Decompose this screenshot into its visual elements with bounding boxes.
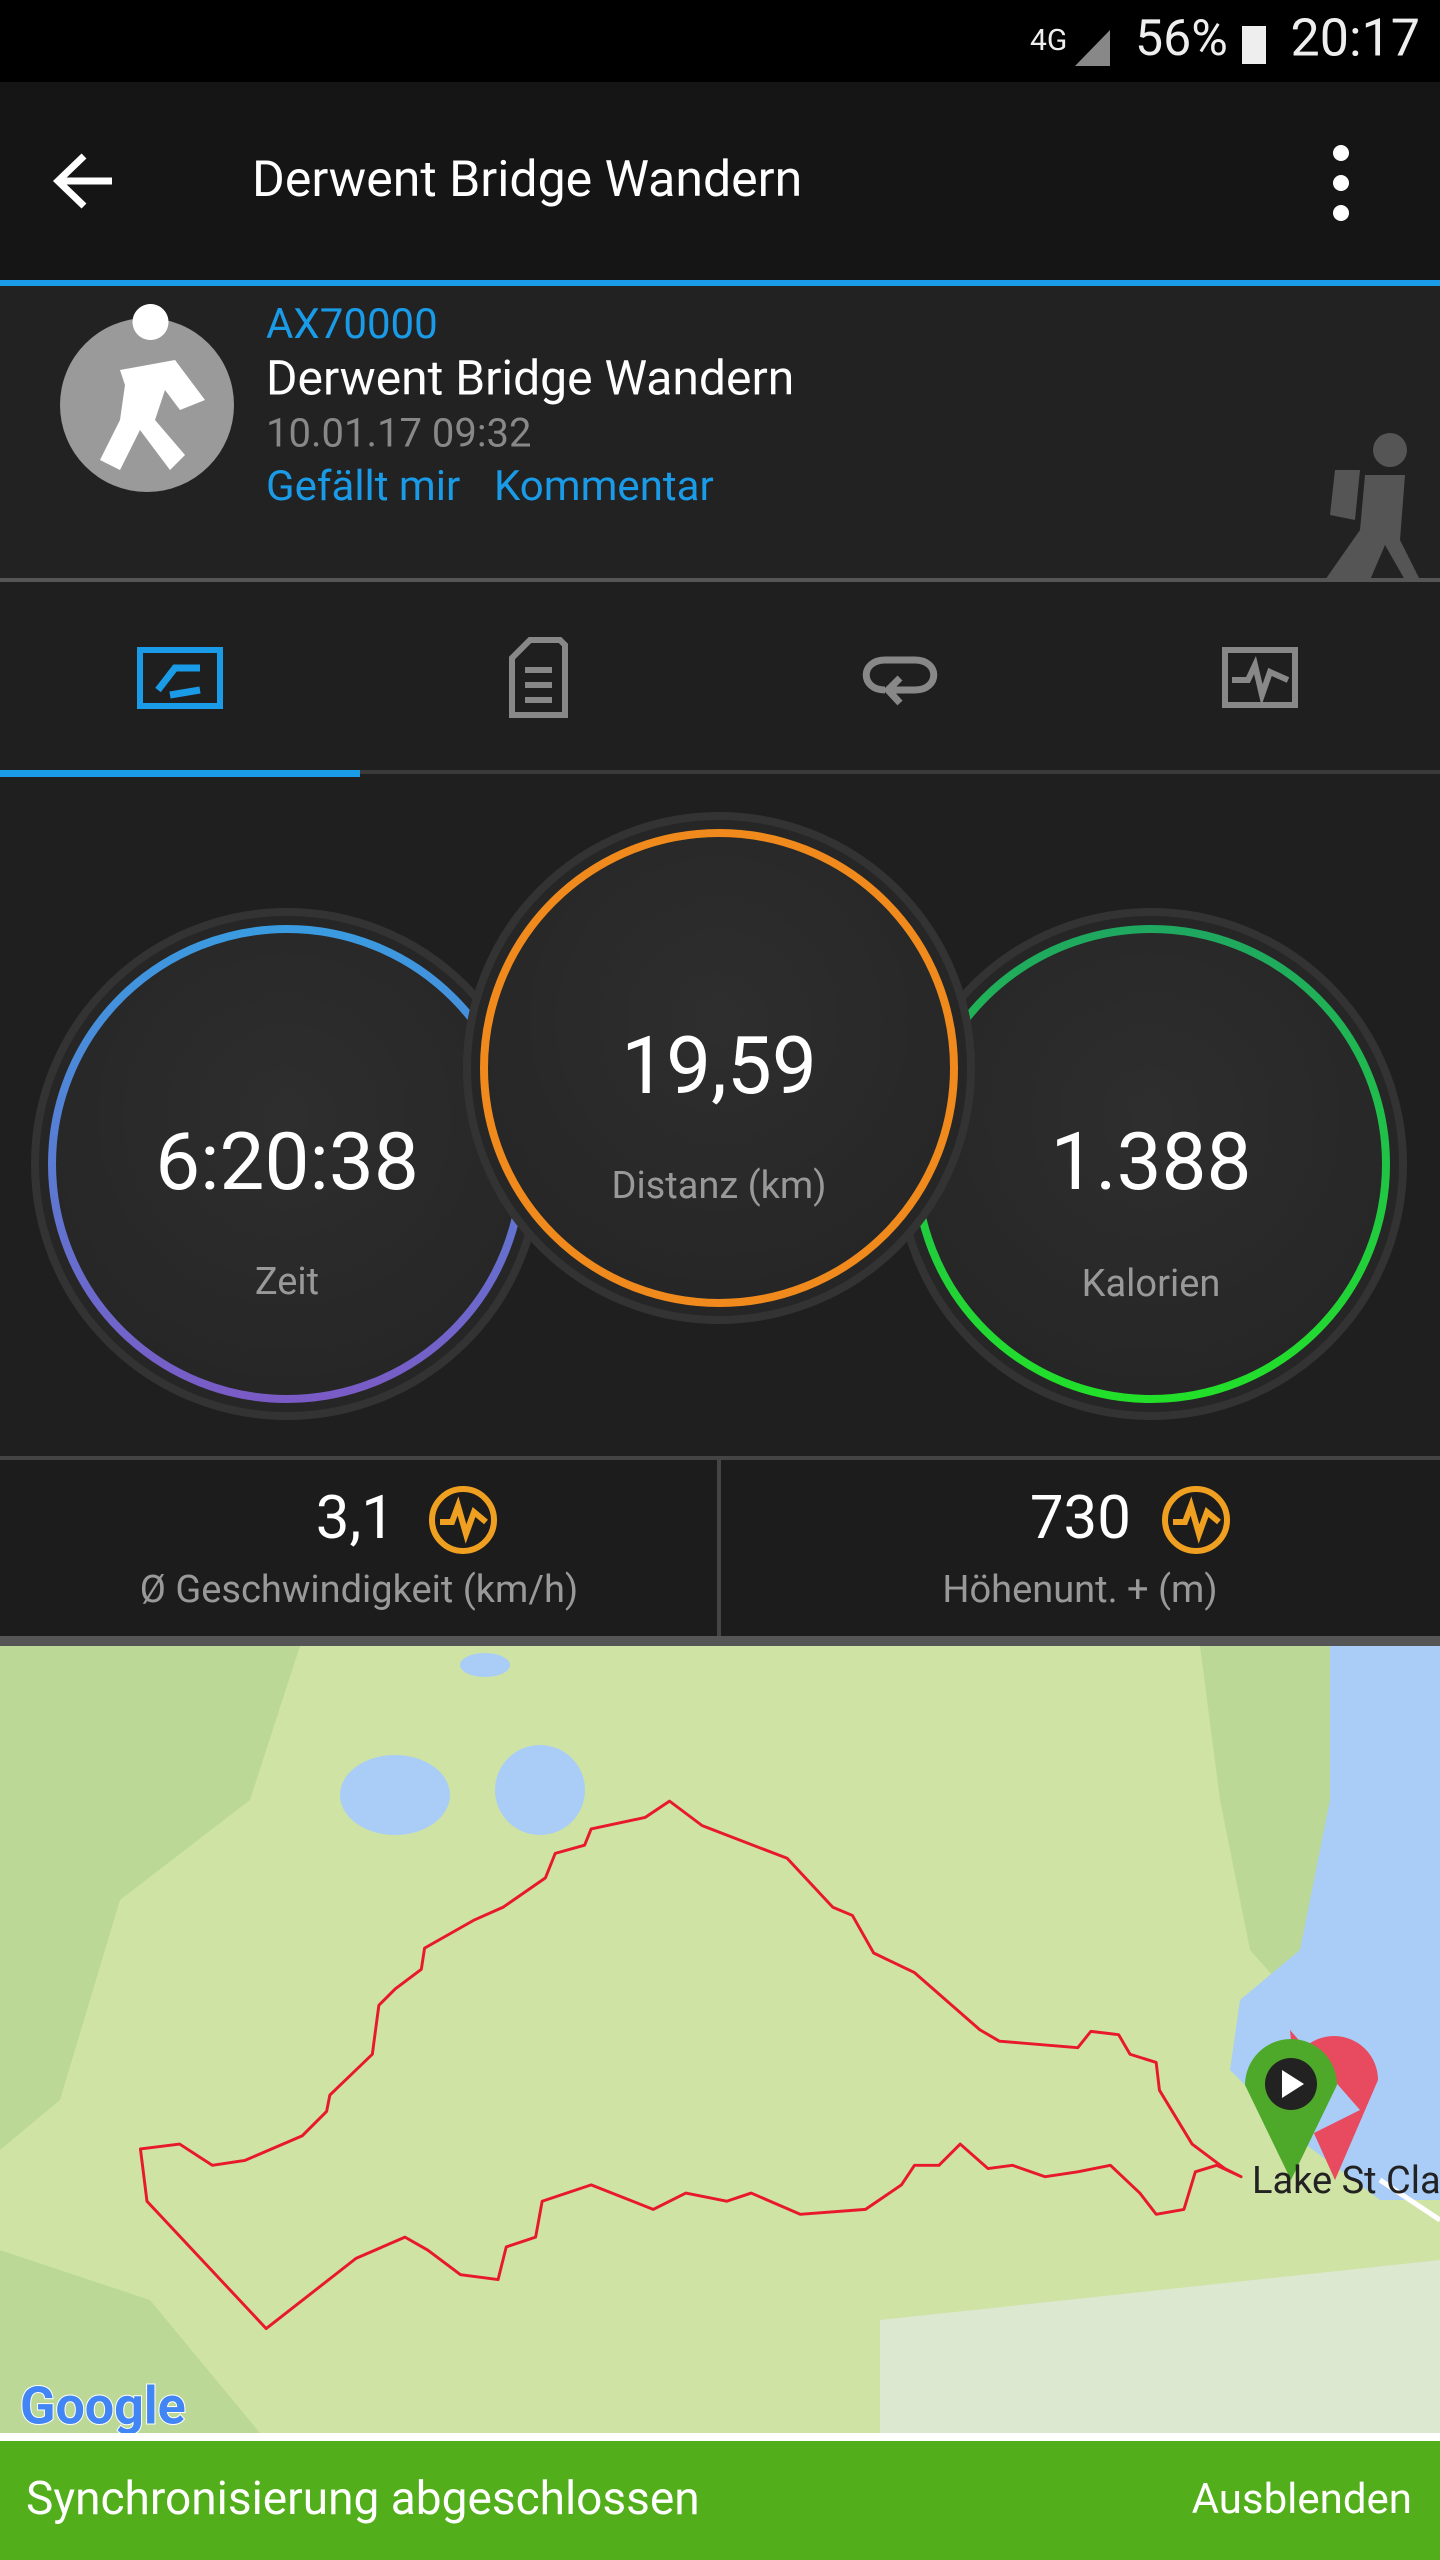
map-place-label: Lake St Cla <box>1252 2159 1440 2203</box>
status-bar <box>0 0 1440 82</box>
avatar-figure <box>100 304 205 470</box>
tab-details[interactable] <box>509 637 568 718</box>
tab-bar <box>0 582 1440 774</box>
stat-label: Zeit <box>255 1260 319 1304</box>
toolbar <box>0 82 1440 282</box>
stat-label: Distanz (km) <box>612 1164 827 1208</box>
snackbar-action[interactable]: Ausblenden <box>1192 2475 1412 2524</box>
divider <box>0 1456 1440 1460</box>
overflow-menu[interactable] <box>1333 145 1349 221</box>
tab-overview[interactable] <box>137 647 223 709</box>
tab-laps[interactable] <box>862 656 938 706</box>
activity-date: 10.01.17 09:32 <box>266 410 532 457</box>
divider <box>717 1460 721 1636</box>
back-button[interactable] <box>52 153 112 209</box>
metric-icon <box>1162 1486 1230 1554</box>
stat-ring <box>480 829 958 1307</box>
metric-value: 730 <box>1030 1482 1131 1553</box>
clock: 20:17 <box>1291 8 1421 69</box>
stat-value: 6:20:38 <box>155 1115 419 1209</box>
divider <box>0 578 1440 582</box>
signal-icon <box>1075 30 1110 66</box>
stat-label: Kalorien <box>1082 1262 1221 1306</box>
hiker-icon <box>1325 433 1420 580</box>
metric-icon <box>429 1486 497 1554</box>
stat-circles <box>31 812 1407 1420</box>
accent-line <box>0 280 1440 286</box>
snackbar-message: Synchronisierung abgeschlossen <box>26 2472 700 2526</box>
tab-charts[interactable] <box>1222 647 1298 708</box>
comment-link[interactable]: Kommentar <box>494 462 714 511</box>
user-name[interactable]: AX70000 <box>266 300 438 349</box>
stat-value: 19,59 <box>621 1019 817 1113</box>
metric-label: Höhenunt. + (m) <box>942 1568 1217 1612</box>
network: 4G <box>1030 23 1067 58</box>
tab-track <box>0 770 1440 774</box>
map[interactable] <box>0 1646 1440 2433</box>
like-link[interactable]: Gefällt mir <box>266 462 460 511</box>
divider <box>0 1636 1440 1646</box>
divider <box>0 2433 1440 2441</box>
map-attribution: Google <box>20 2376 186 2437</box>
stat-value: 1.388 <box>1051 1115 1252 1209</box>
toolbar-title: Derwent Bridge Wandern <box>252 151 802 209</box>
metric-value: 3,1 <box>316 1482 395 1553</box>
activity-header <box>0 286 1440 580</box>
battery: 56% <box>1135 10 1228 68</box>
tab-indicator <box>0 770 360 777</box>
metric-label: Ø Geschwindigkeit (km/h) <box>140 1568 578 1612</box>
battery-icon <box>1242 26 1266 64</box>
activity-name: Derwent Bridge Wandern <box>266 350 794 407</box>
snackbar <box>0 2441 1440 2560</box>
